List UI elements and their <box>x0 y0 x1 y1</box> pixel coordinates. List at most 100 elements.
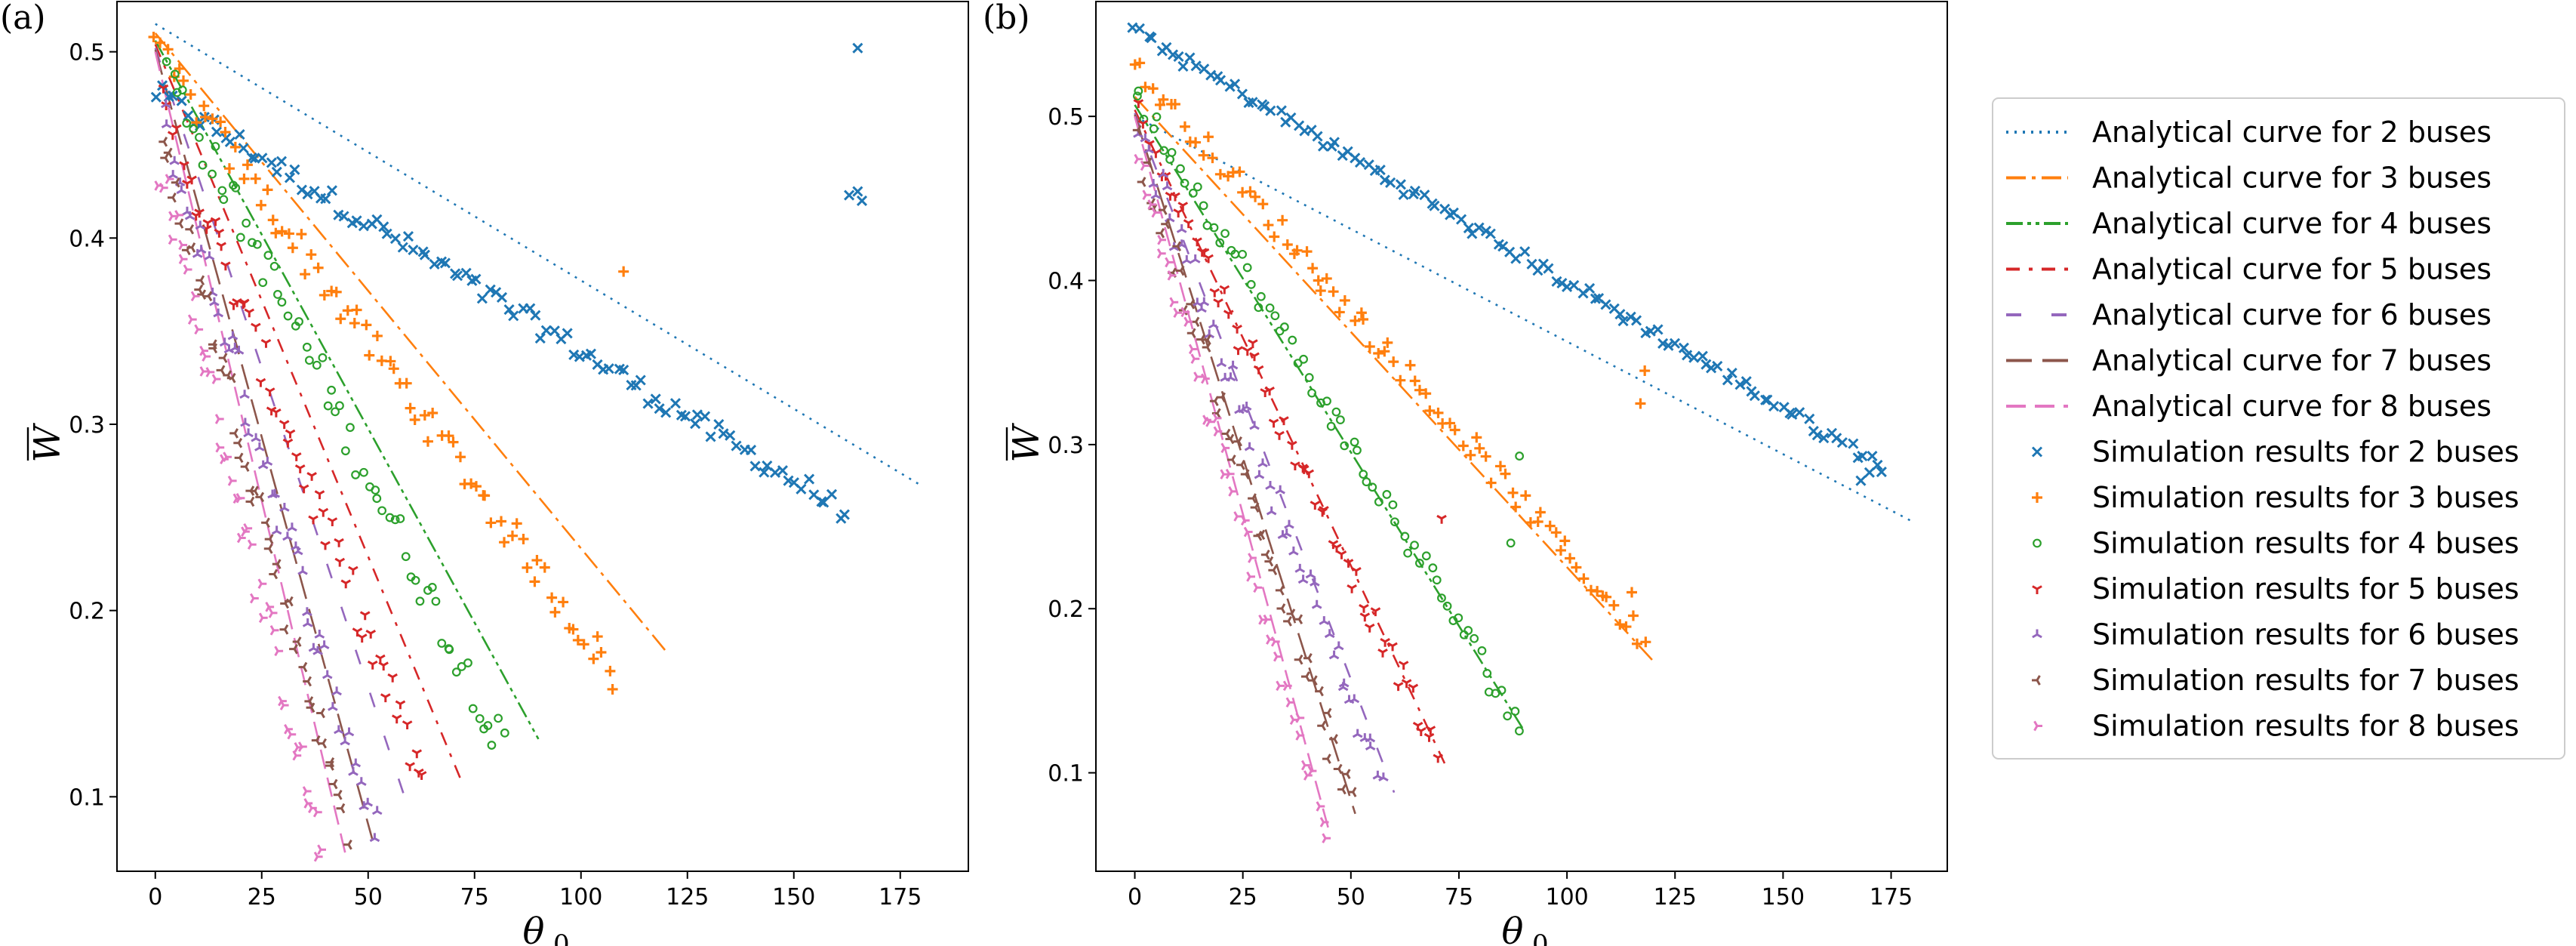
sim-point <box>796 483 807 495</box>
sim-point <box>1378 772 1389 782</box>
sim-point <box>388 363 399 374</box>
sim-point <box>362 797 374 807</box>
legend-label: Analytical curve for 4 buses <box>2092 207 2491 240</box>
sim-point <box>331 407 340 417</box>
sim-point <box>411 749 423 759</box>
sim-point <box>1284 519 1294 529</box>
sim-point <box>1134 57 1146 69</box>
sim-point <box>1147 199 1157 210</box>
sim-point <box>271 166 282 177</box>
sim-point <box>1349 694 1360 704</box>
legend-label: Analytical curve for 3 buses <box>2092 162 2491 195</box>
sim-point <box>358 220 369 232</box>
sim-point <box>1400 532 1410 541</box>
sim-point <box>699 411 711 422</box>
sim-point <box>1291 245 1303 256</box>
sim-point <box>178 254 188 264</box>
sim-point <box>1137 119 1149 129</box>
x-tick-label: 50 <box>1337 884 1365 911</box>
sim-point <box>298 484 309 494</box>
sim-point <box>1465 449 1476 461</box>
x-tick-label: 50 <box>354 884 383 911</box>
sim-point <box>304 356 314 365</box>
sim-point-outlier <box>1515 451 1525 461</box>
sim-point <box>1329 734 1338 744</box>
sim-point <box>1226 455 1236 465</box>
sim-point <box>165 174 174 184</box>
x-tick-label: 175 <box>879 884 922 911</box>
sim-point <box>1214 75 1226 86</box>
sim-point <box>508 310 519 322</box>
legend-marker-swatch <box>2032 629 2042 639</box>
sim-point <box>1180 307 1190 318</box>
sim-point <box>499 537 510 548</box>
sim-point <box>387 673 398 683</box>
sim-point <box>171 177 180 188</box>
sim-point <box>1243 526 1253 538</box>
sim-point-outlier <box>1506 538 1516 548</box>
sim-point <box>367 660 378 670</box>
sim-point <box>216 365 226 376</box>
sim-point <box>1395 179 1406 190</box>
sim-point <box>1317 140 1329 152</box>
analytical-line-5-buses <box>1134 109 1447 767</box>
sim-point-outlier <box>618 266 629 277</box>
sim-point <box>1584 282 1596 294</box>
sim-point <box>224 136 235 147</box>
sim-point <box>475 713 485 723</box>
sim-point <box>1305 569 1316 579</box>
sim-point <box>1140 133 1151 143</box>
sim-point <box>1190 60 1202 72</box>
analytical-line-4-buses <box>154 40 540 740</box>
sim-point <box>334 557 346 567</box>
sim-point <box>227 476 237 486</box>
legend-label: Simulation results for 4 buses <box>2092 527 2519 560</box>
sim-point <box>174 218 184 229</box>
sim-point <box>401 377 412 389</box>
sim-point <box>279 420 290 430</box>
sim-point <box>174 63 185 74</box>
sim-point <box>1555 544 1566 556</box>
sim-point <box>1811 430 1823 441</box>
simulation-series-5-buses <box>1133 99 1447 763</box>
sim-point <box>294 464 306 473</box>
sim-point <box>1242 347 1253 356</box>
sim-point <box>264 387 275 397</box>
sim-point <box>287 729 297 740</box>
sim-point <box>283 228 294 239</box>
sim-point <box>300 269 311 280</box>
sim-point <box>249 485 259 497</box>
sim-point <box>1140 82 1151 93</box>
sim-point <box>176 185 187 195</box>
legend-entry-simulation-4-buses: Simulation results for 4 buses <box>2033 527 2519 560</box>
legend-entry-simulation-7-buses: Simulation results for 7 buses <box>2032 664 2519 697</box>
sim-point <box>1199 201 1208 211</box>
sim-point <box>1477 646 1487 655</box>
sim-point <box>1768 400 1780 412</box>
sim-point <box>1301 246 1313 257</box>
sim-point <box>269 488 281 498</box>
sim-point <box>1365 741 1376 750</box>
sim-point <box>397 242 408 253</box>
sim-point <box>340 446 350 456</box>
sim-point <box>660 407 672 418</box>
x-tick-label: 175 <box>1870 884 1913 911</box>
sim-point <box>439 257 451 269</box>
sim-point <box>1228 486 1238 497</box>
panel-label: (b) <box>983 0 1030 37</box>
sim-point <box>1282 680 1292 692</box>
sim-point <box>320 541 331 550</box>
sim-point <box>235 492 245 504</box>
sim-point <box>429 258 440 270</box>
legend-marker-swatch <box>2031 446 2043 458</box>
sim-point <box>240 461 250 472</box>
sim-point <box>163 147 173 159</box>
sim-point <box>1303 469 1315 479</box>
sim-point <box>1294 563 1306 573</box>
sim-point <box>216 242 226 251</box>
sim-point <box>334 538 344 547</box>
sim-point <box>1385 177 1396 188</box>
sim-point <box>1220 442 1230 454</box>
sim-point <box>284 596 294 607</box>
simulation-series-4-buses <box>162 57 509 750</box>
